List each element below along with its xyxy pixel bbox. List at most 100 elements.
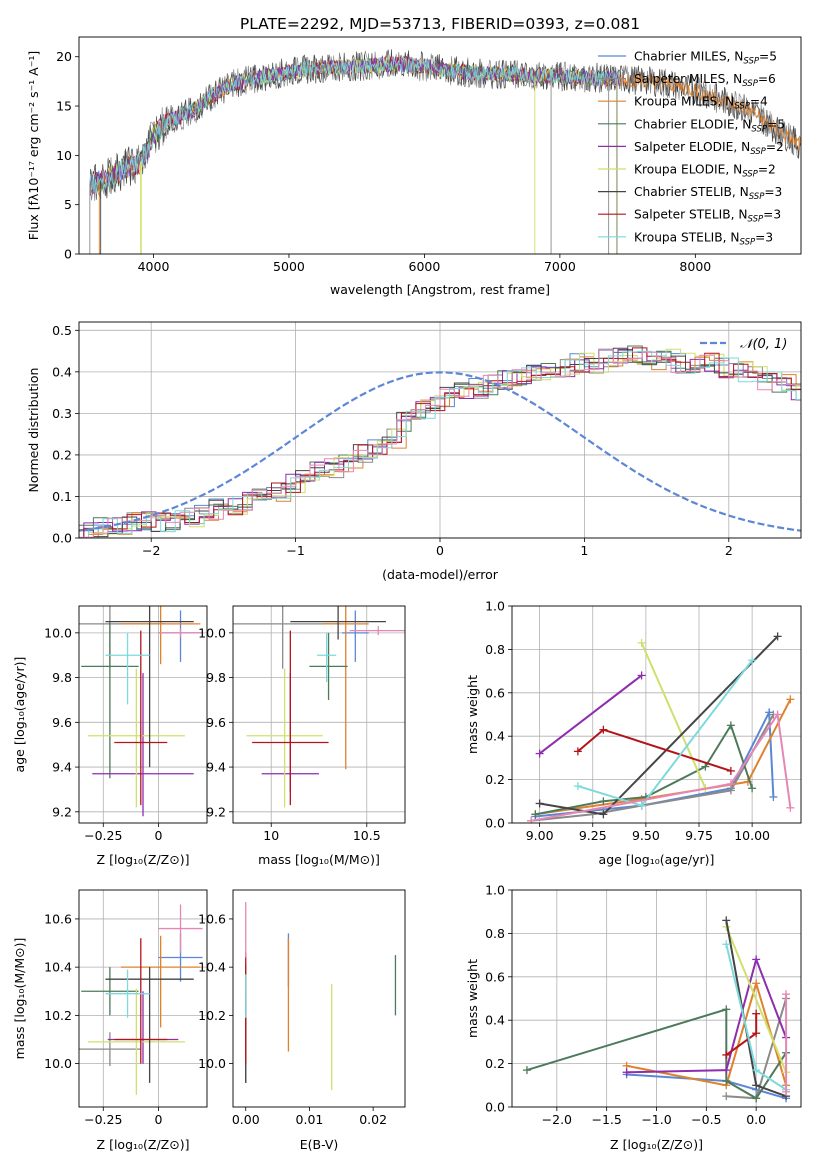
x-tick-label: 9.75 bbox=[685, 828, 713, 843]
y-tick-label: 0.2 bbox=[52, 447, 72, 462]
x-axis-label: (data-model)/error bbox=[382, 567, 499, 582]
legend-subscript: SSP bbox=[742, 170, 758, 180]
legend-suffix: =2 bbox=[758, 163, 776, 177]
y-axis-label: mass weight bbox=[465, 675, 480, 754]
y-tick-label: 0.0 bbox=[485, 816, 505, 831]
y-tick-label: 5 bbox=[64, 197, 72, 212]
y-tick-label: 9.8 bbox=[52, 670, 72, 685]
y-tick-label: 10.0 bbox=[44, 1056, 72, 1071]
legend-suffix: =2 bbox=[766, 140, 784, 154]
x-tick-label: −0.5 bbox=[691, 1112, 721, 1127]
x-tick-label: −0.25 bbox=[84, 1112, 122, 1127]
mass-vs-metallicity-panel: −0.25 0 10.0 10.2 10.4 10.6 Z [log₁₀(Z/Z⊙)] mas… bbox=[12, 889, 208, 1152]
y-tick-label: 9.4 bbox=[52, 760, 72, 775]
axes-frame bbox=[78, 321, 802, 539]
legend-subscript: SSP bbox=[743, 57, 759, 67]
y-tick-label: 9.2 bbox=[206, 804, 226, 819]
plot-area bbox=[79, 890, 207, 1107]
x-tick-label: −1 bbox=[286, 543, 304, 558]
spectrum-line bbox=[89, 55, 621, 196]
plot-area bbox=[233, 606, 405, 823]
legend-suffix: =5 bbox=[767, 117, 785, 131]
y-tick-label: 9.2 bbox=[52, 804, 72, 819]
y-tick-label: 10.2 bbox=[44, 1008, 72, 1023]
y-tick-label: 10.6 bbox=[198, 911, 226, 926]
y-tick-label: 10.0 bbox=[198, 625, 226, 640]
legend-subscript: SSP bbox=[750, 147, 766, 157]
spectrum-line bbox=[89, 57, 621, 194]
legend-label: Chabrier ELODIE, NSSP=5 bbox=[634, 117, 785, 134]
x-tick-label: 0.02 bbox=[359, 1112, 387, 1127]
x-tick-label: 9.00 bbox=[526, 828, 554, 843]
x-tick-label: 10.5 bbox=[353, 828, 381, 843]
y-tick-label: 20 bbox=[56, 49, 72, 64]
x-tick-label: 9.25 bbox=[579, 828, 607, 843]
weight-line bbox=[725, 926, 788, 1073]
y-axis-label: age [log₁₀(age/yr)] bbox=[12, 657, 27, 773]
y-tick-label: 0.1 bbox=[52, 489, 72, 504]
y-tick-label: 10.2 bbox=[198, 1008, 226, 1023]
legend: Chabrier MILES, NSSP=5 Salpeter MILES, NS… bbox=[598, 50, 785, 247]
x-tick-label: −1.0 bbox=[641, 1112, 671, 1127]
weight-line bbox=[535, 723, 754, 816]
weight-line bbox=[626, 1073, 787, 1100]
legend-label: Kroupa STELIB, NSSP=3 bbox=[634, 230, 773, 247]
x-tick-label: 0.01 bbox=[296, 1112, 324, 1127]
y-axis-label: Normed distribution bbox=[26, 368, 41, 493]
axes-frame bbox=[78, 889, 208, 1108]
x-tick-label: 2 bbox=[725, 543, 733, 558]
y-tick-label: 9.8 bbox=[206, 670, 226, 685]
x-tick-label: 0.00 bbox=[232, 1112, 260, 1127]
legend-suffix: =6 bbox=[758, 72, 776, 86]
y-tick-label: 10.0 bbox=[44, 625, 72, 640]
plot-area bbox=[89, 49, 801, 254]
legend-subscript: SSP bbox=[734, 102, 750, 112]
y-tick-label: 10.4 bbox=[44, 960, 72, 975]
legend-label: Salpeter ELODIE, NSSP=2 bbox=[634, 140, 784, 157]
spectrum-panel: 4000 5000 6000 7000 8000 0 5 10 15 20 wavelength [… bbox=[26, 36, 802, 297]
figure-title: PLATE=2292, MJD=53713, FIBERID=0393, z=0… bbox=[240, 15, 640, 33]
axes-frame bbox=[511, 605, 802, 824]
y-tick-label: 0.0 bbox=[52, 531, 72, 546]
axes-frame bbox=[232, 889, 406, 1108]
legend-label: Kroupa ELODIE, NSSP=2 bbox=[634, 163, 776, 180]
residual-histogram-panel: −2 −1 0 1 2 0.0 0.1 0.2 0.3 0.4 0.5 (data-model)/er… bbox=[26, 321, 802, 582]
y-tick-label: 15 bbox=[56, 99, 72, 114]
x-tick-label: 7000 bbox=[544, 259, 576, 274]
legend-suffix: =3 bbox=[755, 230, 773, 244]
x-tick-label: 10.00 bbox=[734, 828, 770, 843]
axes-frame bbox=[511, 889, 802, 1108]
y-tick-label: 0.5 bbox=[52, 323, 72, 338]
x-tick-label: −1.5 bbox=[591, 1112, 621, 1127]
legend-subscript: SSP bbox=[749, 192, 765, 202]
x-tick-label: 0.0 bbox=[746, 1112, 766, 1127]
x-tick-label: −0.25 bbox=[84, 828, 122, 843]
y-tick-label: 10.4 bbox=[198, 960, 226, 975]
legend-label: 𝒩(0, 1) bbox=[740, 337, 787, 352]
y-axis-label: Flux [fλ10⁻¹⁷ erg cm⁻² s⁻¹ A⁻¹] bbox=[26, 51, 41, 240]
y-tick-label: 0.2 bbox=[485, 772, 505, 787]
normal-curve bbox=[79, 371, 801, 532]
y-tick-label: 0.8 bbox=[485, 926, 505, 941]
legend-suffix: =5 bbox=[759, 50, 777, 64]
legend-subscript: SSP bbox=[742, 79, 758, 89]
legend-subscript: SSP bbox=[751, 124, 767, 134]
plot-area bbox=[79, 606, 207, 823]
legend-subscript: SSP bbox=[747, 215, 763, 225]
y-tick-label: 9.6 bbox=[206, 715, 226, 730]
mass-vs-ebv-panel: 0.00 0.01 0.02 10.0 10.2 10.4 10.6 E(B-V) bbox=[198, 889, 406, 1152]
legend-label: Chabrier STELIB, NSSP=3 bbox=[634, 185, 782, 202]
weight-line bbox=[530, 711, 792, 822]
x-tick-label: 0 bbox=[154, 1112, 162, 1127]
y-tick-label: 9.6 bbox=[52, 715, 72, 730]
weight-vs-metallicity-panel: −2.0 −1.5 −1.0 −0.5 0.0 0.0 0.2 0.4 0.6 0.8 1.0 Z [… bbox=[465, 883, 802, 1152]
x-axis-label: Z [log₁₀(Z/Z⊙)] bbox=[97, 852, 190, 867]
axes-frame bbox=[78, 605, 208, 824]
x-tick-label: 4000 bbox=[138, 259, 170, 274]
weight-vs-age-panel: 9.00 9.25 9.50 9.75 10.00 0.0 0.2 0.4 0.6 0.8 1.0 a… bbox=[465, 599, 802, 867]
histogram-step bbox=[79, 349, 801, 538]
age-vs-metallicity-panel: −0.25 0 9.2 9.4 9.6 9.8 10.0 Z [log₁₀(Z/Z⊙)] age… bbox=[12, 605, 208, 867]
axes-frame bbox=[232, 605, 406, 824]
legend-label: Salpeter MILES, NSSP=6 bbox=[634, 72, 776, 89]
x-tick-label: −2 bbox=[142, 543, 160, 558]
